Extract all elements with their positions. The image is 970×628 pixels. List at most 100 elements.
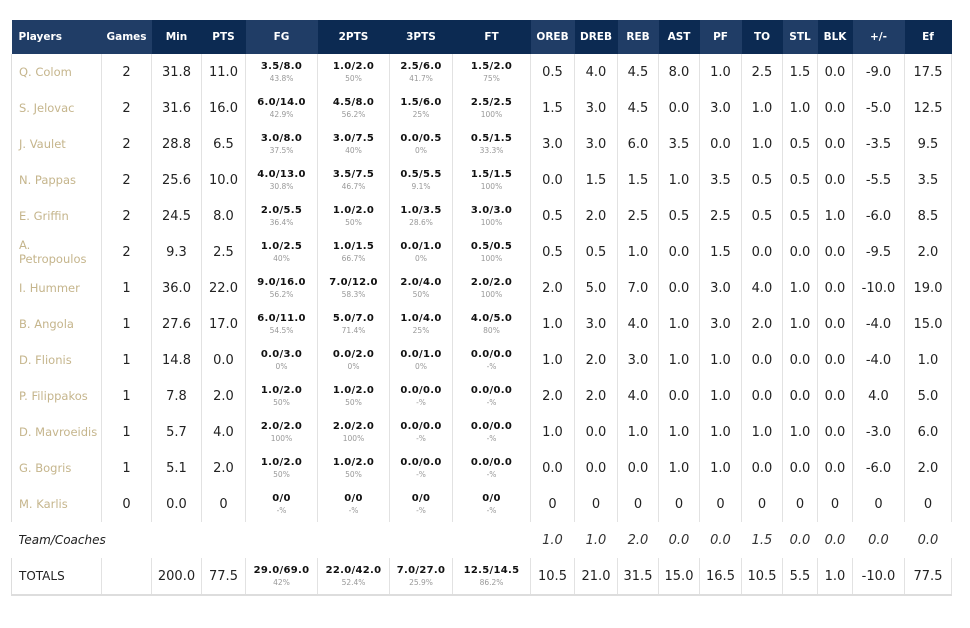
min-cell: 36.0	[151, 270, 202, 306]
player-row: D. Flionis 1 14.8 0.0 0.0/3.0 0% 0.0/2.0 0% 0.0/…	[11, 342, 952, 378]
dreb-cell: 5.0	[574, 270, 618, 306]
3pts-cell-pct: 0%	[415, 253, 427, 263]
oreb-cell: 3.0	[530, 126, 575, 162]
pts-cell: 22.0	[201, 270, 246, 306]
pts-cell: 2.5	[201, 234, 246, 270]
column-header-min[interactable]: Min	[151, 20, 202, 54]
3pts-cell-made-attempted: 1.5/6.0	[400, 96, 442, 108]
ef-cell: 19.0	[904, 270, 952, 306]
blk-cell: 0.0	[817, 54, 853, 90]
column-header-pts[interactable]: PTS	[201, 20, 246, 54]
2pts-cell-made-attempted: 5.0/7.0	[332, 312, 375, 324]
2pts-cell: 1.0/1.5 66.7%	[317, 234, 390, 270]
column-header-reb[interactable]: REB	[617, 20, 659, 54]
column-header-ast[interactable]: AST	[658, 20, 700, 54]
ft-cell: 0.0/0.0 -%	[452, 450, 531, 486]
column-header-ef[interactable]: Ef	[904, 20, 952, 54]
stl-cell: 0.0	[782, 342, 818, 378]
ft-cell-pct: 75%	[483, 73, 500, 83]
fg-cell-pct: 37.5%	[269, 145, 294, 155]
3pts-cell-pct: 41.7%	[409, 73, 433, 83]
column-header-games[interactable]: Games	[101, 20, 152, 54]
player-name[interactable]: D. Flionis	[11, 342, 102, 378]
reb-cell: 0	[617, 486, 659, 522]
player-name[interactable]: N. Pappas	[11, 162, 102, 198]
plus-minus-cell: -10.0	[852, 558, 905, 596]
min-cell: 31.6	[151, 90, 202, 126]
3pts-cell-pct: 0%	[415, 361, 427, 371]
oreb-cell: 0.0	[530, 450, 575, 486]
3pts-cell-made-attempted: 0.0/1.0	[400, 348, 442, 360]
ft-cell-made-attempted: 0.0/0.0	[470, 456, 513, 468]
player-name[interactable]: Q. Colom	[11, 54, 102, 90]
ft-cell-pct: -%	[486, 469, 497, 479]
column-header-to[interactable]: TO	[741, 20, 783, 54]
2pts-cell-made-attempted: 0/0	[344, 492, 363, 504]
dreb-cell: 3.0	[574, 90, 618, 126]
ft-cell-made-attempted: 1.5/1.5	[470, 168, 513, 180]
dreb-cell: 3.0	[574, 306, 618, 342]
ef-cell: 0.0	[917, 532, 939, 548]
to-cell: 10.5	[741, 558, 783, 596]
fg-cell-made-attempted: 2.0/2.0	[260, 420, 303, 432]
ft-cell-pct: 80%	[483, 325, 500, 335]
reb-cell: 1.0	[617, 234, 659, 270]
player-name[interactable]: I. Hummer	[11, 270, 102, 306]
column-header-oreb[interactable]: OREB	[530, 20, 575, 54]
player-name[interactable]: B. Angola	[11, 306, 102, 342]
column-header-players[interactable]: Players	[11, 20, 102, 54]
pf-cell: 1.0	[699, 414, 742, 450]
player-name[interactable]: M. Karlis	[11, 486, 102, 522]
player-name[interactable]: J. Vaulet	[11, 126, 102, 162]
column-header-dreb[interactable]: DREB	[574, 20, 618, 54]
column-header--[interactable]: +/-	[852, 20, 905, 54]
player-name[interactable]: P. Filippakos	[11, 378, 102, 414]
player-row: J. Vaulet 2 28.8 6.5 3.0/8.0 37.5% 3.0/7.5 40% 0…	[11, 126, 952, 162]
player-name[interactable]: E. Griffin	[11, 198, 102, 234]
column-header-stl[interactable]: STL	[782, 20, 818, 54]
dreb-cell: 0.0	[574, 414, 618, 450]
to-cell: 0	[741, 486, 783, 522]
player-name[interactable]: D. Mavroeidis	[11, 414, 102, 450]
column-header-pf[interactable]: PF	[699, 20, 742, 54]
fg-cell-pct: -%	[276, 505, 287, 515]
team-coaches-row: Team/Coaches 1.0 1.0 2.0 0.0 0.0 1.5 0.0 0.0 0.0 0…	[12, 522, 952, 558]
column-header-blk[interactable]: BLK	[817, 20, 853, 54]
column-header-ft[interactable]: FT	[452, 20, 531, 54]
fg-cell: 1.0/2.0 50%	[245, 450, 318, 486]
stl-cell: 0.0	[789, 532, 811, 548]
player-row: N. Pappas 2 25.6 10.0 4.0/13.0 30.8% 3.5/7.5 46…	[11, 162, 952, 198]
ft-cell-made-attempted: 3.0/3.0	[470, 204, 513, 216]
ast-cell: 0.0	[658, 270, 700, 306]
pts-cell: 0.0	[201, 342, 246, 378]
dreb-cell: 21.0	[574, 558, 618, 596]
blk-cell: 0.0	[817, 378, 853, 414]
to-cell: 0.0	[741, 342, 783, 378]
column-header-3pts[interactable]: 3PTS	[389, 20, 453, 54]
fg-cell-made-attempted: 3.0/8.0	[260, 132, 303, 144]
player-name[interactable]: G. Bogris	[11, 450, 102, 486]
ft-cell-made-attempted: 2.5/2.5	[470, 96, 513, 108]
ef-cell: 2.0	[904, 450, 952, 486]
ft-cell-made-attempted: 1.5/2.0	[470, 60, 513, 72]
3pts-cell-pct: -%	[416, 469, 426, 479]
ft-cell: 2.0/2.0 100%	[452, 270, 531, 306]
player-name[interactable]: A. Petropoulos	[11, 234, 102, 270]
oreb-cell: 1.0	[530, 342, 575, 378]
blk-cell: 0.0	[817, 450, 853, 486]
ft-cell-pct: 100%	[480, 253, 503, 263]
column-header-2pts[interactable]: 2PTS	[317, 20, 390, 54]
ft-cell-pct: -%	[486, 505, 497, 515]
pf-cell: 3.0	[699, 270, 742, 306]
reb-cell: 1.5	[617, 162, 659, 198]
3pts-cell: 0.0/0.5 0%	[389, 126, 453, 162]
2pts-cell-pct: 66.7%	[341, 253, 366, 263]
column-header-fg[interactable]: FG	[245, 20, 318, 54]
fg-cell-pct: 30.8%	[269, 181, 294, 191]
plus-minus-cell: -5.0	[852, 90, 905, 126]
dreb-cell: 2.0	[574, 198, 618, 234]
player-name[interactable]: S. Jelovac	[11, 90, 102, 126]
ast-cell: 15.0	[658, 558, 700, 596]
ef-cell: 17.5	[904, 54, 952, 90]
player-row: Q. Colom 2 31.8 11.0 3.5/8.0 43.8% 1.0/2.0 50% 2…	[11, 54, 952, 90]
